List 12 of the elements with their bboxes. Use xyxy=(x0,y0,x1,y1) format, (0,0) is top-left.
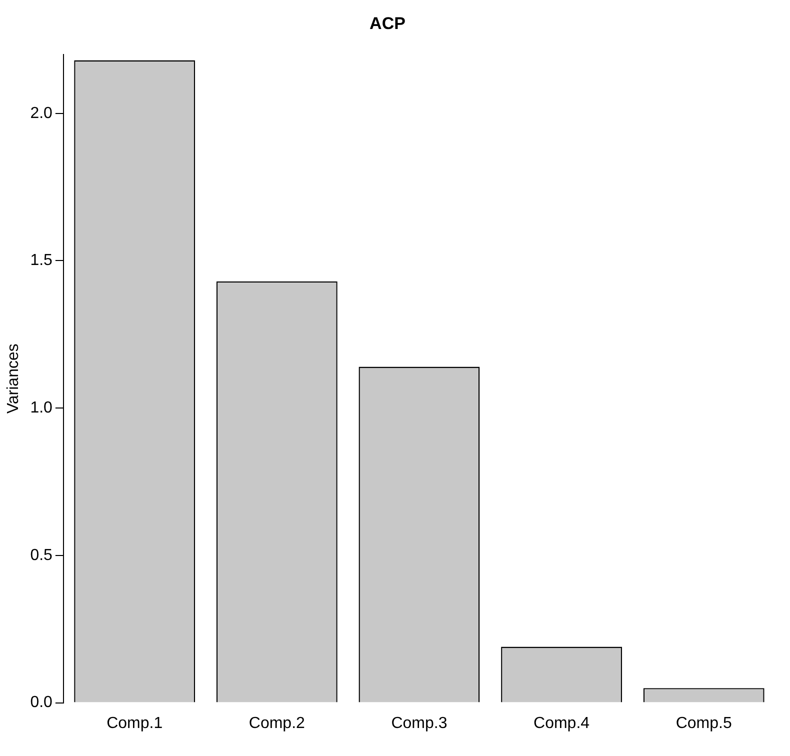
x-tick-label: Comp.1 xyxy=(106,714,163,732)
y-tick-label: 1.5 xyxy=(30,252,53,270)
y-tick-label: 0.5 xyxy=(30,546,53,564)
x-tick-label: Comp.5 xyxy=(676,714,732,732)
x-tick-label: Comp.2 xyxy=(248,714,306,732)
y-tick-label: 1.0 xyxy=(30,399,53,416)
y-axis-title: Variances xyxy=(5,344,22,414)
x-tick-label: Comp.3 xyxy=(391,714,448,732)
y-tick-label: 2.0 xyxy=(30,104,53,122)
chart-title: ACP xyxy=(370,14,406,33)
x-tick-label: Comp.4 xyxy=(534,714,590,732)
y-tick-label: 0.0 xyxy=(30,694,53,712)
